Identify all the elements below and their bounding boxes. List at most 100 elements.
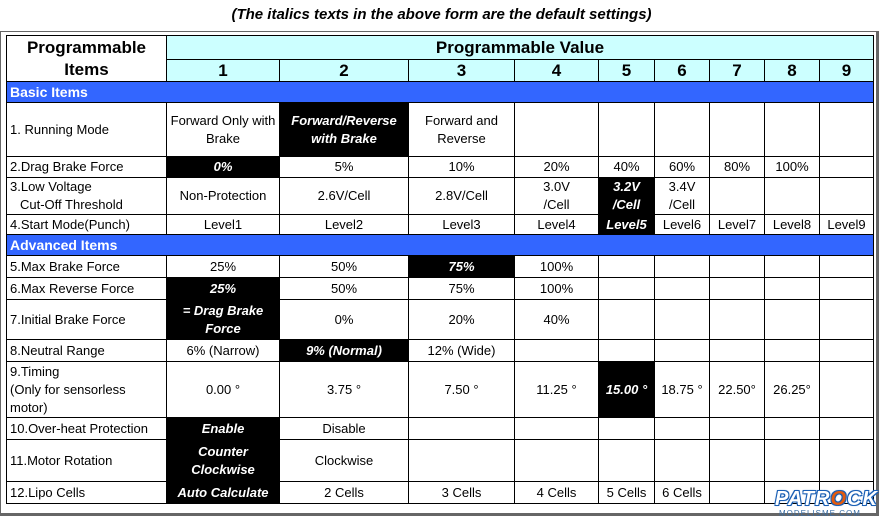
cell-empty xyxy=(598,439,655,482)
cell-empty xyxy=(819,299,874,340)
cell-low-voltage-4-line1: 3.0V xyxy=(543,179,570,194)
cell-empty xyxy=(819,255,874,278)
cell-max-reverse-2: 50% xyxy=(279,277,409,300)
cell-start-mode-5-default: Level5 xyxy=(598,214,655,235)
cell-empty xyxy=(654,439,710,482)
cell-initial-brake-2: 0% xyxy=(279,299,409,340)
cell-motor-rotation-1-line1: Counter xyxy=(198,443,248,459)
cell-timing-4: 11.25 ° xyxy=(514,361,599,418)
cell-empty xyxy=(598,277,655,300)
cell-empty xyxy=(709,417,765,440)
cell-empty xyxy=(709,481,765,504)
header-programmable-items: Programmable Items xyxy=(6,35,167,82)
cell-empty xyxy=(598,299,655,340)
cell-empty xyxy=(819,102,874,157)
column-header-4: 4 xyxy=(514,59,599,82)
cell-empty xyxy=(819,156,874,178)
header-items-line2: Items xyxy=(64,59,109,79)
cell-empty xyxy=(819,439,874,482)
cell-empty xyxy=(709,339,765,362)
cell-empty xyxy=(654,102,710,157)
cell-empty xyxy=(709,439,765,482)
table-row: 7.Initial Brake Force = Drag Brake Force… xyxy=(6,299,874,340)
cell-empty xyxy=(514,439,599,482)
table-row: 5.Max Brake Force 25% 50% 75% 100% xyxy=(6,255,874,278)
cell-empty xyxy=(654,417,710,440)
cell-neutral-range-1: 6% (Narrow) xyxy=(166,339,280,362)
table-row: 12.Lipo Cells Auto Calculate 2 Cells 3 C… xyxy=(6,481,874,504)
cell-motor-rotation-2: Clockwise xyxy=(279,439,409,482)
cell-max-brake-2: 50% xyxy=(279,255,409,278)
row-label-running-mode: 1. Running Mode xyxy=(6,102,167,157)
cell-overheat-2: Disable xyxy=(279,417,409,440)
cell-empty xyxy=(764,255,820,278)
row-label-timing-line3: motor) xyxy=(10,399,48,415)
column-header-8: 8 xyxy=(764,59,820,82)
cell-lipo-cells-4: 4 Cells xyxy=(514,481,599,504)
cell-empty xyxy=(819,339,874,362)
cell-empty xyxy=(654,277,710,300)
cell-empty xyxy=(408,439,515,482)
header-items-line1: Programmable xyxy=(26,37,147,57)
cell-running-mode-1: Forward Only with Brake xyxy=(166,102,280,157)
table-row: 4.Start Mode(Punch) Level1 Level2 Level3… xyxy=(6,214,874,235)
table-row: 11.Motor Rotation Counter Clockwise Cloc… xyxy=(6,439,874,482)
row-label-low-voltage-line1: 3.Low Voltage xyxy=(10,179,92,194)
column-header-1: 1 xyxy=(166,59,280,82)
cell-timing-6: 18.75 ° xyxy=(654,361,710,418)
column-header-9: 9 xyxy=(819,59,874,82)
cell-empty xyxy=(819,277,874,300)
cell-low-voltage-4-line2: /Cell xyxy=(543,197,570,212)
cell-empty xyxy=(819,361,874,418)
cell-initial-brake-4: 40% xyxy=(514,299,599,340)
cell-max-brake-3-default: 75% xyxy=(408,255,515,278)
cell-start-mode-7: Level7 xyxy=(709,214,765,235)
cell-max-reverse-4: 100% xyxy=(514,277,599,300)
cell-empty xyxy=(764,439,820,482)
cell-empty xyxy=(764,339,820,362)
cell-drag-brake-3: 10% xyxy=(408,156,515,178)
cell-lipo-cells-1-default: Auto Calculate xyxy=(166,481,280,504)
row-label-start-mode: 4.Start Mode(Punch) xyxy=(6,214,167,235)
cell-low-voltage-5-line1: 3.2V xyxy=(613,179,640,194)
cell-timing-3: 7.50 ° xyxy=(408,361,515,418)
cell-empty xyxy=(764,417,820,440)
cell-empty xyxy=(514,339,599,362)
row-label-max-brake: 5.Max Brake Force xyxy=(6,255,167,278)
table-caption: (The italics texts in the above form are… xyxy=(231,6,652,23)
cell-low-voltage-2: 2.6V/Cell xyxy=(279,177,409,215)
cell-lipo-cells-5: 5 Cells xyxy=(598,481,655,504)
row-label-timing-line2: (Only for sensorless xyxy=(10,381,126,397)
cell-start-mode-2: Level2 xyxy=(279,214,409,235)
column-header-5: 5 xyxy=(598,59,655,82)
cell-timing-2: 3.75 ° xyxy=(279,361,409,418)
row-label-low-voltage: 3.Low Voltage Cut-Off Threshold xyxy=(6,177,167,215)
row-label-neutral-range: 8.Neutral Range xyxy=(6,339,167,362)
table-row: 2.Drag Brake Force 0% 5% 10% 20% 40% 60%… xyxy=(6,156,874,178)
cell-drag-brake-7: 80% xyxy=(709,156,765,178)
logo-subtitle: MODELISME.COM xyxy=(779,509,861,518)
cell-empty xyxy=(764,299,820,340)
cell-drag-brake-8: 100% xyxy=(764,156,820,178)
cell-running-mode-3: Forward and Reverse xyxy=(408,102,515,157)
programmable-settings-table: Programmable Items Programmable Value 1 … xyxy=(6,35,874,504)
column-header-7: 7 xyxy=(709,59,765,82)
row-label-motor-rotation: 11.Motor Rotation xyxy=(6,439,167,482)
table-row: 6.Max Reverse Force 25% 50% 75% 100% xyxy=(6,277,874,300)
cell-empty xyxy=(819,177,874,215)
cell-drag-brake-6: 60% xyxy=(654,156,710,178)
cell-low-voltage-4: 3.0V /Cell xyxy=(514,177,599,215)
section-basic-items: Basic Items xyxy=(6,81,874,103)
row-label-initial-brake: 7.Initial Brake Force xyxy=(6,299,167,340)
cell-start-mode-6: Level6 xyxy=(654,214,710,235)
row-label-overheat: 10.Over-heat Protection xyxy=(6,417,167,440)
cell-neutral-range-3: 12% (Wide) xyxy=(408,339,515,362)
cell-empty xyxy=(514,102,599,157)
cell-start-mode-3: Level3 xyxy=(408,214,515,235)
cell-empty xyxy=(819,417,874,440)
cell-initial-brake-3: 20% xyxy=(408,299,515,340)
cell-low-voltage-5-default: 3.2V /Cell xyxy=(598,177,655,215)
column-header-6: 6 xyxy=(654,59,710,82)
cell-low-voltage-5-line2: /Cell xyxy=(612,197,641,212)
cell-start-mode-4: Level4 xyxy=(514,214,599,235)
